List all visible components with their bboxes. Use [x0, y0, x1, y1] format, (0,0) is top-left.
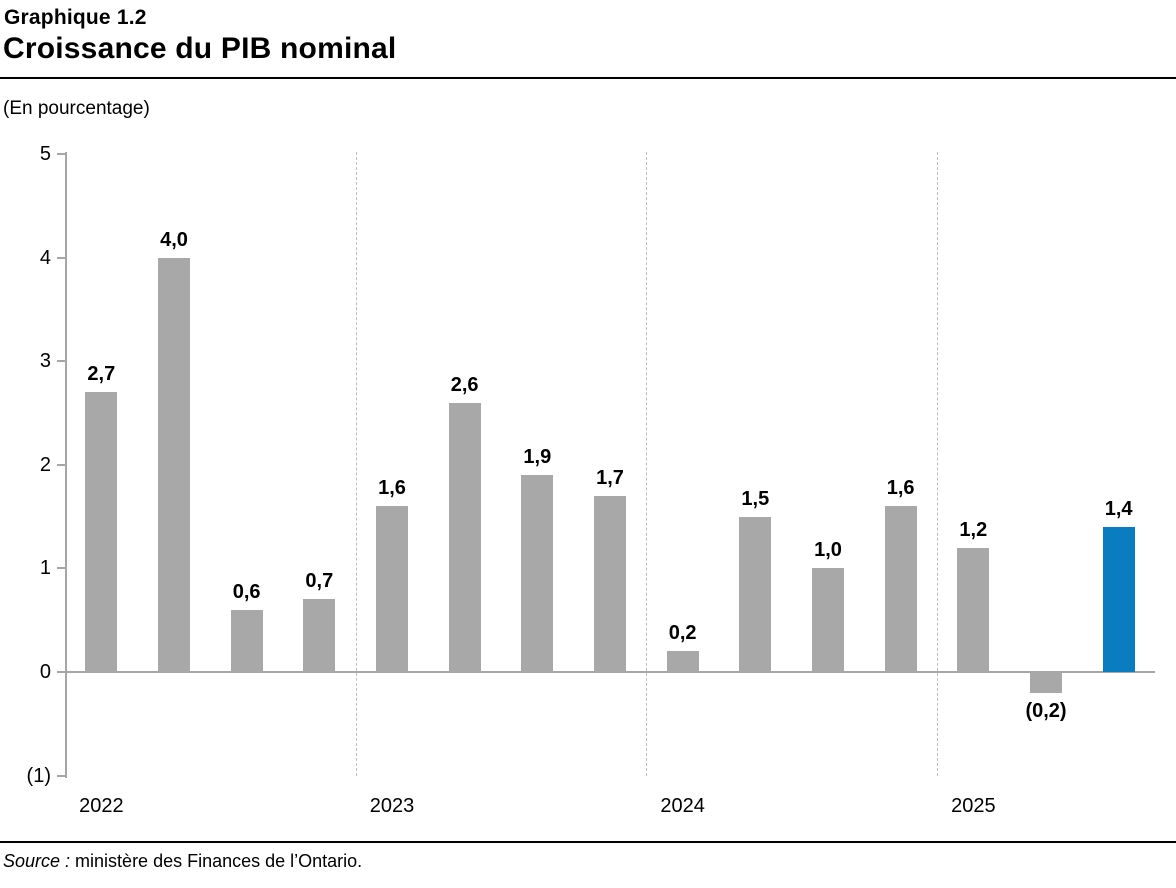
y-axis-tick-label: 0 — [39, 661, 51, 683]
bar-2024-4 — [884, 506, 917, 672]
bar-value-label: 1,0 — [814, 539, 842, 562]
bar-2022-1 — [85, 392, 118, 672]
bar-2025-3 — [1102, 526, 1135, 672]
chart-kicker: Graphique 1.2 — [4, 6, 147, 29]
bar-2023-3 — [521, 475, 554, 672]
bar-chart: Graphique 1.2 Croissance du PIB nominal … — [0, 6, 1176, 871]
bar-2022-4 — [303, 599, 336, 672]
y-axis-tick-label: 1 — [39, 557, 51, 580]
x-axis-year-label: 2022 — [79, 795, 124, 817]
y-axis-tick — [57, 774, 65, 777]
bar-value-label: 1,9 — [523, 446, 552, 469]
bar-value-label: (0,2) — [1025, 699, 1067, 722]
bar-value-label: 1,7 — [596, 466, 624, 489]
year-separator-line — [355, 152, 357, 776]
bar-value-label: 0,7 — [305, 570, 334, 593]
y-axis-unit-note: (En pourcentage) — [3, 98, 150, 119]
bar-2022-2 — [158, 257, 190, 672]
y-axis-tick-label: (1) — [26, 764, 51, 787]
bar-2024-3 — [812, 568, 844, 672]
year-separator-line — [646, 152, 648, 776]
bar-2023-2 — [448, 402, 481, 672]
bar-value-label: 1,6 — [378, 477, 406, 500]
source-text: ministère des Finances de l’Ontario. — [70, 851, 363, 871]
x-axis-year-label: 2024 — [660, 795, 705, 817]
year-separator-line — [937, 152, 938, 776]
y-axis-tick — [57, 463, 65, 466]
bar-2024-1 — [666, 651, 699, 672]
y-axis-line — [65, 152, 67, 778]
x-axis-year-label: 2025 — [951, 795, 996, 817]
y-axis-tick-label: 3 — [39, 350, 51, 373]
bar-2025-2 — [1030, 672, 1062, 693]
source-prefix: Source : — [3, 851, 71, 871]
bar-value-label: 2,6 — [450, 373, 479, 396]
y-axis-tick-label: 4 — [39, 246, 51, 269]
bar-2023-4 — [594, 495, 626, 672]
bar-value-label: 4,0 — [160, 228, 188, 251]
y-axis-tick — [57, 256, 65, 259]
y-axis-tick — [57, 360, 65, 363]
y-axis-tick-label: 5 — [39, 143, 51, 165]
bar-value-label: 0,6 — [232, 580, 261, 603]
bar-2025-1 — [957, 547, 990, 672]
bar-2022-3 — [230, 609, 263, 672]
y-axis-tick-label: 2 — [39, 453, 51, 476]
chart-title: Croissance du PIB nominal — [3, 32, 397, 65]
bar-value-label: 1,2 — [959, 518, 988, 541]
bar-value-label: 0,2 — [668, 622, 697, 645]
bar-value-label: 1,5 — [741, 487, 770, 510]
x-axis-year-label: 2023 — [369, 795, 415, 817]
y-axis-tick — [57, 153, 65, 155]
bar-value-label: 2,7 — [87, 363, 116, 386]
footer-divider — [0, 841, 1176, 843]
source-note: Source : ministère des Finances de l’Ont… — [3, 851, 362, 872]
bar-2023-1 — [376, 506, 408, 672]
bar-value-label: 1,4 — [1104, 497, 1133, 520]
y-axis-tick — [57, 671, 65, 673]
bar-value-label: 1,6 — [886, 477, 915, 500]
y-axis-tick — [57, 567, 65, 570]
bar-2024-2 — [739, 516, 772, 672]
zero-baseline — [65, 671, 1155, 673]
header-divider — [0, 77, 1176, 79]
